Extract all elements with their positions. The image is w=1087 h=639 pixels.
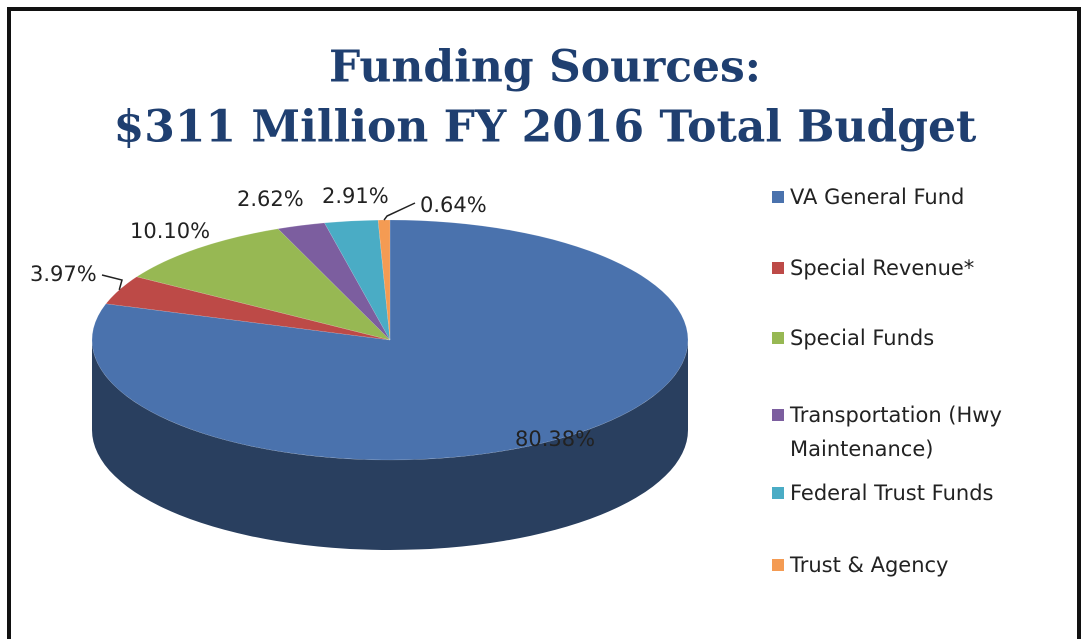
pie-slice (324, 219, 391, 341)
legend-label: Trust & Agency (790, 553, 949, 577)
data-label: 2.62% (237, 187, 304, 211)
pie-slice-side (92, 340, 688, 550)
legend-swatch (772, 191, 784, 203)
data-label: 0.64% (420, 193, 487, 217)
chart-title: $311 Million FY 2016 Total Budget (114, 102, 977, 153)
legend-label: Special Funds (790, 326, 935, 350)
leader-line (101, 274, 123, 291)
legend-swatch (772, 409, 784, 421)
frame (7, 7, 1081, 639)
leader-line (383, 202, 416, 221)
data-label: 3.97% (30, 262, 97, 286)
legend-label: Special Revenue* (790, 256, 975, 280)
legend-swatch (772, 487, 784, 499)
pie-slice (277, 222, 391, 341)
legend-label: VA General Fund (790, 185, 965, 209)
pie-slice (105, 276, 391, 341)
pie-slice (136, 228, 391, 341)
data-label: 10.10% (130, 219, 210, 243)
legend-label: Federal Trust Funds (790, 481, 994, 505)
legend-label: Transportation (Hwy Maintenance) (790, 403, 1002, 461)
chart-title: Funding Sources: (329, 42, 761, 93)
legend-swatch (772, 332, 784, 344)
legend-swatch (772, 559, 784, 571)
pie-slice (91, 219, 689, 461)
data-label: 80.38% (515, 427, 595, 451)
legend-swatch (772, 262, 784, 274)
data-label: 2.91% (322, 184, 389, 208)
